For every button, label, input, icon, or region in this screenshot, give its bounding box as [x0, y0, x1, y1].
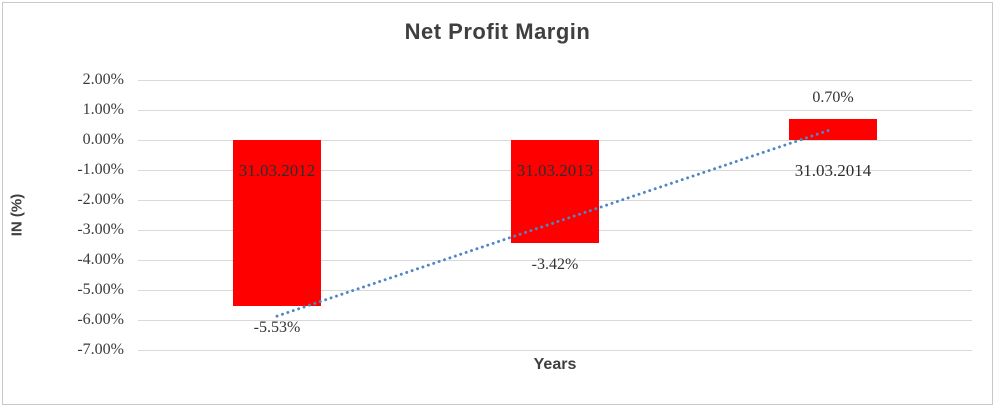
- gridline: [138, 350, 972, 351]
- y-tick-label: -7.00%: [77, 341, 124, 358]
- y-tick-label: 0.00%: [82, 131, 124, 148]
- category-label: 31.03.2012: [238, 161, 316, 180]
- y-tick-label: 1.00%: [82, 101, 124, 118]
- y-tick-label: -6.00%: [77, 311, 124, 328]
- chart-title: Net Profit Margin: [404, 19, 591, 44]
- y-tick-label: -3.00%: [77, 221, 124, 238]
- y-axis-title: IN (%): [8, 193, 26, 237]
- plot-area: 2.00% 1.00% 0.00% -1.00% -2.00% -3.00% -4.00% -…: [77, 71, 972, 358]
- y-tick-label: -5.00%: [77, 281, 124, 298]
- bar-31.03.2014: [789, 119, 877, 140]
- y-tick-label: -1.00%: [77, 161, 124, 178]
- gridline: [138, 80, 972, 81]
- category-label: 31.03.2014: [794, 161, 872, 180]
- bar-31.03.2013: [511, 140, 599, 243]
- data-label: -5.53%: [253, 318, 301, 336]
- data-label: 0.70%: [812, 89, 854, 106]
- y-tick-label: -4.00%: [77, 251, 124, 268]
- y-tick-label: -2.00%: [77, 191, 124, 208]
- category-label: 31.03.2013: [516, 161, 594, 180]
- y-tick-label: 2.00%: [82, 71, 124, 88]
- data-label: -3.42%: [531, 255, 579, 273]
- x-axis-title: Years: [533, 356, 577, 373]
- gridline: [138, 320, 972, 321]
- gridline: [138, 110, 972, 111]
